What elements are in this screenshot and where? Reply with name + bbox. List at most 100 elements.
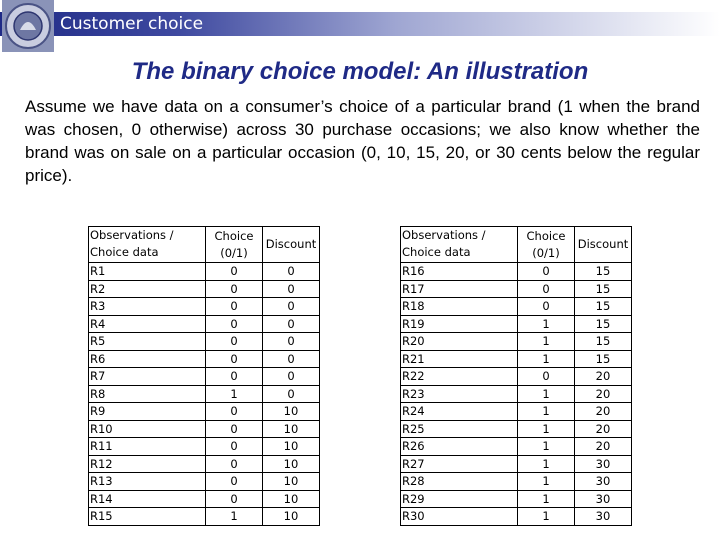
choice-header-line2: (0/1) (220, 245, 248, 260)
discount-value: 10 (262, 437, 320, 456)
table-row: R17 0 15 (400, 279, 632, 298)
observation-id: R8 (88, 384, 206, 403)
observations-header-line1: Observations / (90, 228, 174, 242)
table-row: R11 0 10 (88, 437, 320, 456)
table-row: R2 0 0 (88, 279, 320, 298)
discount-value: 0 (262, 332, 320, 351)
table-row: R10 0 10 (88, 419, 320, 438)
slide-title: The binary choice model: An illustration (131, 58, 589, 85)
discount-value: 0 (262, 314, 320, 333)
observation-id: R3 (88, 297, 206, 316)
choice-value: 1 (205, 384, 263, 403)
choice-value: 0 (205, 297, 263, 316)
table-row: R5 0 0 (88, 332, 320, 351)
choice-value: 1 (517, 384, 575, 403)
choice-value: 1 (517, 507, 575, 526)
choice-value: 1 (205, 507, 263, 526)
university-seal-icon (2, 0, 54, 52)
choice-value: 0 (205, 489, 263, 508)
discount-value: 15 (574, 314, 632, 333)
table-body-left: R1 0 0 R2 0 0 R3 0 0 R4 0 0 R5 0 0 R6 0 0 R7 0 0 R8 1 0 … (88, 262, 320, 526)
discount-value: 0 (262, 262, 320, 281)
choice-value: 1 (517, 419, 575, 438)
observations-table-right: Observations / Choice data Choice (0/1) … (400, 226, 632, 526)
discount-value: 0 (262, 367, 320, 386)
discount-value: 30 (574, 489, 632, 508)
discount-value: 20 (574, 384, 632, 403)
table-row: R1 0 0 (88, 262, 320, 281)
choice-value: 0 (205, 472, 263, 491)
observation-id: R22 (400, 367, 518, 386)
discount-value: 0 (262, 384, 320, 403)
choice-value: 0 (205, 349, 263, 368)
choice-value: 1 (517, 349, 575, 368)
choice-value: 1 (517, 472, 575, 491)
discount-value: 0 (262, 297, 320, 316)
observation-id: R10 (88, 419, 206, 438)
table-row: R7 0 0 (88, 367, 320, 386)
discount-value: 15 (574, 262, 632, 281)
discount-value: 30 (574, 454, 632, 473)
table-row: R4 0 0 (88, 314, 320, 333)
discount-value: 20 (574, 402, 632, 421)
header-bar (0, 12, 720, 36)
table-row: R18 0 15 (400, 297, 632, 316)
choice-value: 0 (205, 367, 263, 386)
choice-value: 1 (517, 437, 575, 456)
choice-value: 0 (517, 367, 575, 386)
choice-value: 0 (205, 402, 263, 421)
discount-header: Discount (574, 226, 632, 263)
observation-id: R1 (88, 262, 206, 281)
table-row: R22 0 20 (400, 367, 632, 386)
choice-value: 1 (517, 489, 575, 508)
observation-id: R6 (88, 349, 206, 368)
observation-id: R7 (88, 367, 206, 386)
observation-id: R20 (400, 332, 518, 351)
discount-value: 15 (574, 279, 632, 298)
observation-id: R16 (400, 262, 518, 281)
discount-value: 15 (574, 297, 632, 316)
header-title: Customer choice (60, 14, 204, 34)
discount-value: 10 (262, 472, 320, 491)
table-row: R9 0 10 (88, 402, 320, 421)
observation-id: R15 (88, 507, 206, 526)
discount-value: 15 (574, 349, 632, 368)
table-row: R16 0 15 (400, 262, 632, 281)
observation-id: R24 (400, 402, 518, 421)
choice-header: Choice (0/1) (517, 226, 575, 263)
observations-header: Observations / Choice data (400, 226, 518, 263)
table-row: R29 1 30 (400, 489, 632, 508)
discount-value: 10 (262, 419, 320, 438)
discount-value: 30 (574, 472, 632, 491)
table-row: R30 1 30 (400, 507, 632, 526)
choice-value: 0 (205, 437, 263, 456)
discount-value: 10 (262, 507, 320, 526)
observation-id: R27 (400, 454, 518, 473)
observation-id: R2 (88, 279, 206, 298)
table-row: R26 1 20 (400, 437, 632, 456)
observation-id: R4 (88, 314, 206, 333)
observation-id: R26 (400, 437, 518, 456)
discount-value: 20 (574, 367, 632, 386)
discount-value: 15 (574, 332, 632, 351)
discount-value: 0 (262, 279, 320, 298)
choice-value: 1 (517, 314, 575, 333)
observations-header: Observations / Choice data (88, 226, 206, 263)
discount-header: Discount (262, 226, 320, 263)
discount-value: 10 (262, 489, 320, 508)
discount-value: 10 (262, 454, 320, 473)
observation-id: R9 (88, 402, 206, 421)
choice-value: 0 (517, 262, 575, 281)
choice-value: 0 (205, 332, 263, 351)
observations-table-left: Observations / Choice data Choice (0/1) … (88, 226, 320, 526)
observation-id: R28 (400, 472, 518, 491)
table-body-right: R16 0 15 R17 0 15 R18 0 15 R19 1 15 R20 1 15 R21 1 1… (400, 262, 632, 526)
observation-id: R17 (400, 279, 518, 298)
choice-header-line1: Choice (526, 228, 566, 243)
choice-value: 1 (517, 402, 575, 421)
choice-value: 0 (205, 262, 263, 281)
discount-value: 20 (574, 419, 632, 438)
table-row: R15 1 10 (88, 507, 320, 526)
discount-value: 20 (574, 437, 632, 456)
table-row: R24 1 20 (400, 402, 632, 421)
